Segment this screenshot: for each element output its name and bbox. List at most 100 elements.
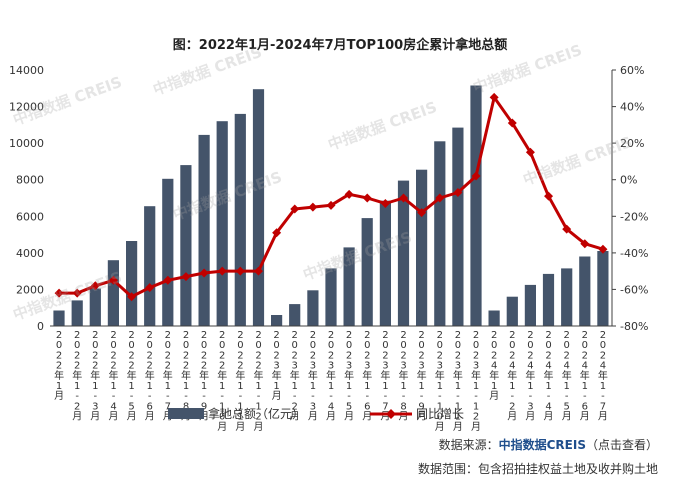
yoy-growth-point (562, 224, 572, 234)
x-tick-label: 2 0 2 3 年 1 -7 月 (380, 330, 390, 423)
bar (144, 206, 156, 326)
source-suffix[interactable]: （点击查看） (585, 438, 658, 452)
y-right-tick-label: 20% (620, 137, 644, 150)
bar (542, 273, 555, 326)
bar (470, 85, 482, 326)
yoy-growth-point (108, 275, 118, 285)
yoy-growth-point (435, 193, 445, 203)
bar (325, 268, 337, 326)
yoy-growth-point (453, 188, 463, 198)
legend-bar-swatch (168, 408, 204, 419)
yoy-growth-point (544, 191, 554, 201)
bar (579, 256, 591, 326)
bar (379, 200, 391, 326)
x-tick-label: 2 0 2 3 年 1 -1 1 月 (453, 330, 463, 433)
x-tick-label: 2 0 2 2 年 1 -2 月 (72, 330, 82, 423)
x-tick-label: 2 0 2 2 年 1 -3 月 (90, 330, 100, 423)
bar-series (53, 85, 609, 327)
x-tick-label: 2 0 2 2 年 1 -5 月 (127, 330, 137, 423)
bar (252, 89, 265, 326)
x-tick-label: 2 0 2 2 年 1 -4 月 (109, 330, 119, 423)
x-tick-label: 2 0 2 4 年 1 -7 月 (598, 330, 608, 423)
source-prefix: 数据来源： (438, 438, 499, 452)
bar (107, 260, 119, 326)
yoy-growth-point (507, 118, 517, 128)
bar (452, 127, 464, 326)
y-left-tick-label: 14000 (9, 64, 44, 77)
bar (180, 165, 192, 326)
bar (434, 141, 446, 326)
y-left-tick-label: 12000 (9, 101, 44, 114)
y-left-tick-label: 8000 (16, 174, 44, 187)
x-tick-label: 2 0 2 2 年 1 -1 2 月 (254, 330, 264, 433)
bar (506, 296, 518, 326)
y-right-tick-label: -40% (620, 247, 648, 260)
yoy-growth-point (72, 288, 82, 298)
bar (89, 288, 101, 326)
x-tick-labels: 2 0 2 2 年 1 月 2 0 2 2 年 1 -2 月 2 0 2 2 年 1 -3 月 2 0 2 2 年 1 -4 月 2 0 2 2 年 1… (54, 330, 608, 433)
bar (307, 290, 319, 326)
y-left-tick-label: 0 (37, 320, 44, 333)
bar (53, 310, 65, 326)
y-right-tick-label: -80% (620, 320, 648, 333)
bar (524, 284, 536, 326)
x-tick-label: 2 0 2 4 年 1 -2 月 (507, 330, 517, 423)
x-tick-label: 2 0 2 2 年 1 -6 月 (145, 330, 155, 423)
yoy-growth-point (163, 275, 173, 285)
legend: 拿地总额（亿元） 同比增长 (168, 406, 464, 421)
yoy-growth-point (199, 268, 209, 278)
bar (597, 251, 609, 326)
x-tick-label: 2 0 2 2 年 1 -1 1 月 (235, 330, 245, 433)
yoy-growth-point (326, 200, 336, 210)
bar (416, 169, 428, 326)
bar (198, 134, 210, 326)
yoy-growth-point (145, 283, 155, 293)
x-tick-label: 2 0 2 3 年 1 -2 月 (290, 330, 300, 423)
yoy-growth-point (127, 292, 137, 302)
bar (162, 178, 174, 326)
yoy-growth-point (380, 198, 390, 208)
x-tick-label: 2 0 2 4 年 1 -3 月 (525, 330, 535, 423)
yoy-growth-point (525, 147, 535, 157)
y-left-tick-label: 6000 (16, 210, 44, 223)
y-right-tick-label: -20% (620, 210, 648, 223)
y-left-tick-label: 2000 (16, 283, 44, 296)
x-tick-label: 2 0 2 2 年 1 -1 0 月 (217, 330, 227, 433)
yoy-growth-point (290, 204, 300, 214)
yoy-growth-point (253, 266, 263, 276)
x-tick-label: 2 0 2 4 年 1 -4 月 (544, 330, 554, 423)
yoy-growth-point (54, 288, 64, 298)
y-right-tick-label: -60% (620, 283, 648, 296)
yoy-growth-point (272, 228, 282, 238)
x-tick-label: 2 0 2 2 年 1 -7 月 (163, 330, 173, 423)
yoy-growth-point (598, 244, 608, 254)
chart-title: 图：2022年1月-2024年7月TOP100房企累计拿地总额 (172, 38, 508, 53)
x-tick-label: 2 0 2 3 年 1 -6 月 (362, 330, 372, 423)
x-tick-label: 2 0 2 2 年 1 -9 月 (199, 330, 209, 423)
y-right-tick-label: 40% (620, 101, 644, 114)
yoy-growth-point (181, 272, 191, 282)
y-right-tick-label: 0% (620, 174, 637, 187)
yoy-growth-point (344, 189, 354, 199)
yoy-growth-point (90, 281, 100, 291)
yoy-growth-point (399, 193, 409, 203)
bar (216, 121, 228, 326)
y-right-tick-label: 60% (620, 64, 644, 77)
x-tick-label: 2 0 2 3 年 1 -8 月 (399, 330, 409, 423)
line-series (54, 92, 608, 302)
bar (397, 180, 410, 326)
data-scope: 数据范围：包含招拍挂权益土地及收并购土地 (417, 462, 658, 476)
y-left-tick-label: 4000 (16, 247, 44, 260)
axes: 0 2000 4000 6000 8000 10000 12000 14000 -80% -60%… (9, 64, 648, 333)
bar (289, 304, 301, 326)
x-tick-label: 2 0 2 3 年 1 -4 月 (326, 330, 336, 423)
legend-bar-label: 拿地总额（亿元） (208, 406, 304, 421)
x-tick-label: 2 0 2 3 年 1 -3 月 (308, 330, 318, 423)
data-source: 数据来源：中指数据CREIS（点击查看） (439, 436, 658, 453)
x-tick-label: 2 0 2 3 年 1 -5 月 (344, 330, 354, 423)
bar (343, 247, 355, 326)
x-tick-label: 2 0 2 4 年 1 -5 月 (562, 330, 572, 423)
source-brand-link[interactable]: 中指数据CREIS (498, 438, 586, 452)
